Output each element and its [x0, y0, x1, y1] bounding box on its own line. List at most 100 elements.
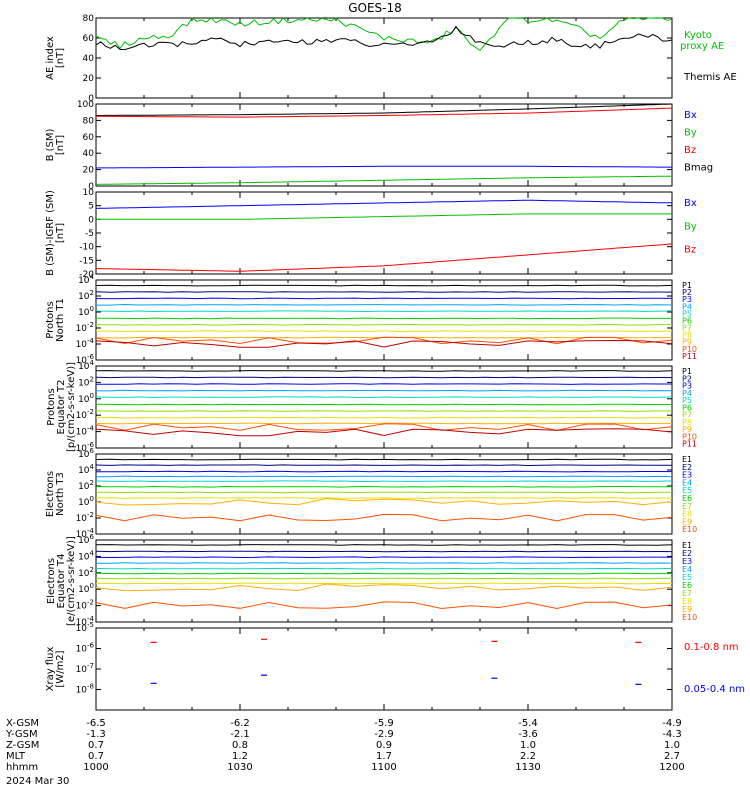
x-axis-value: -4.3 — [662, 729, 682, 740]
y-tick-label: 10-6 — [76, 441, 95, 454]
series-line-bz — [95, 243, 673, 272]
legend-entry: Bz — [684, 145, 696, 156]
series-line-e10 — [95, 601, 673, 610]
y-tick-label: -15 — [79, 256, 94, 266]
y-tick-label: 100 — [78, 495, 94, 508]
y-tick-label: 104 — [78, 359, 94, 372]
y-tick-label: 0 — [88, 182, 94, 192]
y-axis-label: Equator T2 — [56, 380, 67, 435]
y-tick-label: 104 — [78, 463, 94, 476]
series-line-p9 — [95, 422, 672, 425]
series-line-p3 — [96, 297, 673, 300]
y-tick-label: 100 — [78, 582, 94, 595]
legend-entry: By — [684, 128, 697, 139]
y-tick-label: 40 — [83, 149, 95, 159]
legend-entry-e2: E2 — [682, 549, 692, 558]
legend-entry-p6: P6 — [682, 403, 692, 412]
panel-frame — [95, 539, 673, 623]
legend-entry: Themis AE — [683, 72, 737, 83]
panel-frame — [95, 627, 673, 711]
legend-entry-e1: E1 — [682, 541, 692, 550]
y-axis-label: Xray flux — [45, 647, 56, 692]
y-axis-label: AE index — [45, 36, 56, 80]
legend-entry: Kyoto — [684, 30, 712, 41]
legend-entry-e3: E3 — [682, 471, 692, 480]
legend-entry-p8: P8 — [682, 418, 692, 427]
legend-entry-p2: P2 — [682, 374, 692, 383]
legend-entry-p11: P11 — [682, 440, 697, 449]
y-tick-label: 102 — [78, 375, 94, 388]
legend-entry-p4: P4 — [682, 302, 692, 311]
series-line-bmag — [96, 103, 673, 116]
y-tick-label: -10 — [79, 243, 94, 253]
series-line-e5 — [95, 567, 673, 570]
panel-3: -20 -15 -10 -5 0 5 10 B (SM)-IGRF (SM) [nT] Bx By B… — [45, 188, 697, 280]
series-line-p5 — [95, 310, 673, 313]
y-tick-label: 60 — [83, 133, 95, 143]
y-axis-label: Equator T4 — [56, 554, 67, 609]
series-line-p3 — [95, 383, 672, 385]
legend-entry: 0.05-0.4 nm — [684, 684, 745, 695]
x-axis-row-label: MLT — [6, 751, 26, 762]
y-tick-label: 100 — [78, 392, 94, 405]
series-line-e1 — [95, 544, 673, 546]
x-axis-value: 1.0 — [664, 740, 680, 751]
legend-entry: 0.1-0.8 nm — [684, 642, 739, 653]
series-line-bz — [96, 107, 673, 118]
series-line-e8 — [95, 582, 673, 585]
series-line-e10 — [95, 513, 673, 522]
y-tick-label: 40 — [83, 54, 95, 64]
series-line-e2 — [95, 550, 673, 553]
legend-entry-p1: P1 — [682, 281, 692, 290]
x-axis-value: -3.6 — [518, 729, 538, 740]
y-axis-label: [nT] — [55, 48, 66, 68]
legend-entry: Bz — [684, 245, 696, 256]
panel-8: 10-8 10-7 10-6 10-5 Xray flux [W/m2] 0.1-0.8 n… — [45, 621, 745, 711]
series-line-p11 — [95, 428, 673, 437]
x-axis-value: 0.8 — [232, 740, 248, 751]
y-tick-label: 104 — [78, 549, 94, 562]
x-axis-value: 1.7 — [376, 751, 392, 762]
legend-entry-p7: P7 — [682, 411, 692, 420]
legend-entry-p9: P9 — [682, 338, 692, 347]
series-line-e8 — [95, 497, 673, 499]
series-line-p10 — [95, 423, 673, 431]
series-line-p8 — [95, 416, 673, 419]
y-tick-label: -20 — [79, 270, 94, 280]
legend-entry-p11: P11 — [682, 352, 697, 361]
panel-frame — [95, 191, 673, 275]
y-axis-label: North T3 — [55, 472, 66, 516]
y-tick-label: 104 — [78, 273, 94, 286]
legend-entry-p10: P10 — [682, 432, 697, 441]
y-tick-label: 10-4 — [76, 615, 95, 628]
legend-entry-e4: E4 — [682, 478, 692, 487]
x-axis-value: 1200 — [659, 762, 684, 773]
legend-entry-e5: E5 — [682, 486, 692, 495]
series-line-p2 — [95, 376, 673, 379]
y-axis-label: [W/m2] — [55, 650, 66, 687]
x-axis-value: -6.5 — [86, 718, 106, 729]
series-line-kyoto-proxy-ae — [95, 17, 673, 52]
legend-entry-e3: E3 — [682, 557, 692, 566]
series-line-p6 — [95, 403, 672, 406]
x-axis-value: -5.9 — [374, 718, 394, 729]
x-axis-value: 0.7 — [88, 740, 104, 751]
legend-entry-e5: E5 — [682, 573, 692, 582]
y-tick-label: 10-4 — [76, 425, 95, 438]
series-line-bx — [95, 165, 672, 169]
x-axis-value: -4.9 — [662, 718, 682, 729]
y-tick-label: -5 — [85, 229, 94, 239]
x-axis-value: 2.7 — [664, 751, 680, 762]
series-line-p1 — [95, 284, 673, 287]
legend-entry-e6: E6 — [682, 494, 692, 503]
y-tick-label: 102 — [78, 566, 94, 579]
x-axis-value: 1100 — [371, 762, 396, 773]
y-tick-label: 100 — [78, 305, 94, 318]
y-tick-label: 100 — [77, 100, 94, 110]
y-tick-label: 10 — [83, 188, 95, 198]
y-tick-label: 10-5 — [76, 621, 94, 634]
x-axis-value: -5.4 — [518, 718, 538, 729]
